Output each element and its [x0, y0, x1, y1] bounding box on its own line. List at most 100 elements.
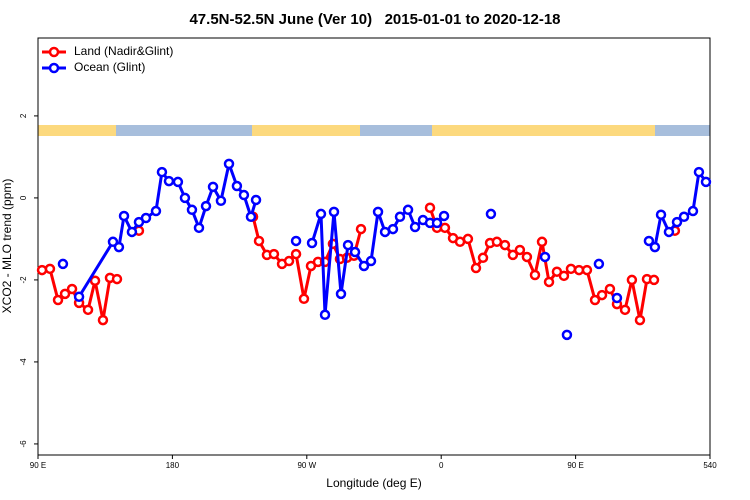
- data-point: [589, 294, 601, 306]
- y-tick-label: 0: [19, 195, 28, 200]
- data-point: [207, 181, 219, 193]
- data-point: [394, 211, 406, 223]
- data-point: [593, 258, 605, 270]
- x-tick-label: 90 W: [297, 461, 316, 470]
- data-point: [163, 175, 175, 187]
- legend-label: Land (Nadir&Glint): [74, 44, 173, 58]
- data-point: [561, 329, 573, 341]
- data-point: [678, 211, 690, 223]
- x-tick-label: 0: [439, 461, 444, 470]
- ocean-strip: [655, 125, 710, 136]
- data-point: [253, 235, 265, 247]
- data-point: [529, 269, 541, 281]
- data-point: [335, 288, 347, 300]
- y-tick-label: -4: [19, 358, 28, 366]
- data-point: [565, 263, 577, 275]
- data-point: [470, 262, 482, 274]
- data-point: [118, 210, 130, 222]
- data-point: [315, 208, 327, 220]
- data-point: [372, 206, 384, 218]
- data-point: [57, 258, 69, 270]
- data-point: [44, 263, 56, 275]
- data-point: [150, 205, 162, 217]
- legend-marker: [48, 62, 60, 74]
- data-point: [402, 204, 414, 216]
- y-tick-label: -2: [19, 276, 28, 284]
- data-point: [223, 158, 235, 170]
- y-tick-label: 2: [19, 113, 28, 118]
- legend: Land (Nadir&Glint) Ocean (Glint): [42, 44, 173, 74]
- data-point: [499, 239, 511, 251]
- data-point: [439, 222, 451, 234]
- data-point: [245, 211, 257, 223]
- data-point: [298, 293, 310, 305]
- data-point: [172, 176, 184, 188]
- x-tick-label: 90 E: [30, 461, 46, 470]
- data-point: [643, 235, 655, 247]
- data-point: [73, 291, 85, 302]
- x-tick-label: 90 E: [567, 461, 583, 470]
- x-axis-title: Longitude (deg E): [326, 476, 421, 490]
- data-point: [358, 260, 370, 272]
- data-point: [140, 212, 152, 224]
- data-point: [409, 221, 421, 233]
- data-point: [438, 210, 450, 222]
- data-point: [349, 246, 361, 258]
- data-point: [355, 223, 367, 235]
- data-point: [514, 244, 526, 256]
- data-point: [611, 292, 623, 304]
- data-point: [66, 283, 78, 295]
- data-point: [619, 304, 631, 316]
- data-point: [319, 309, 331, 321]
- data-point: [231, 180, 243, 192]
- data-point: [626, 274, 638, 286]
- data-point: [97, 314, 109, 326]
- data-point: [649, 241, 661, 253]
- data-point: [290, 248, 302, 260]
- data-point: [328, 206, 340, 218]
- data-point: [581, 264, 593, 276]
- data-point: [671, 216, 683, 228]
- data-point: [283, 255, 295, 267]
- ocean-strip: [360, 125, 432, 136]
- data-point: [543, 276, 555, 288]
- data-point: [521, 251, 533, 263]
- data-point: [558, 270, 570, 282]
- surface-strip: [38, 125, 710, 136]
- data-point: [113, 241, 125, 253]
- data-point: [687, 205, 699, 217]
- data-point: [424, 202, 436, 214]
- plot-frame: [37, 37, 711, 456]
- data-point: [238, 189, 250, 201]
- data-point: [539, 251, 551, 263]
- x-tick-label: 180: [166, 461, 180, 470]
- data-point: [655, 209, 667, 220]
- data-point: [604, 283, 616, 295]
- data-point: [126, 226, 138, 238]
- y-tick-label: -6: [19, 440, 28, 448]
- data-point: [700, 176, 712, 188]
- data-point: [596, 289, 608, 301]
- data-point: [215, 195, 227, 207]
- data-point: [693, 166, 705, 178]
- data-point: [268, 248, 280, 260]
- data-point: [186, 204, 198, 216]
- data-point: [536, 236, 548, 248]
- data-point: [200, 200, 212, 212]
- data-point: [477, 252, 489, 264]
- data-point: [193, 222, 205, 234]
- data-point: [365, 255, 377, 267]
- data-point: [462, 233, 474, 245]
- data-point: [485, 208, 497, 220]
- chart-title: 47.5N-52.5N June (Ver 10) 2015-01-01 to …: [189, 11, 560, 28]
- data-point: [111, 273, 123, 285]
- data-point: [634, 314, 646, 326]
- data-point: [306, 237, 318, 249]
- ocean-strip: [116, 125, 252, 136]
- data-point: [648, 274, 660, 286]
- data-point: [89, 275, 101, 286]
- data-point: [290, 235, 302, 247]
- data-point: [82, 304, 94, 316]
